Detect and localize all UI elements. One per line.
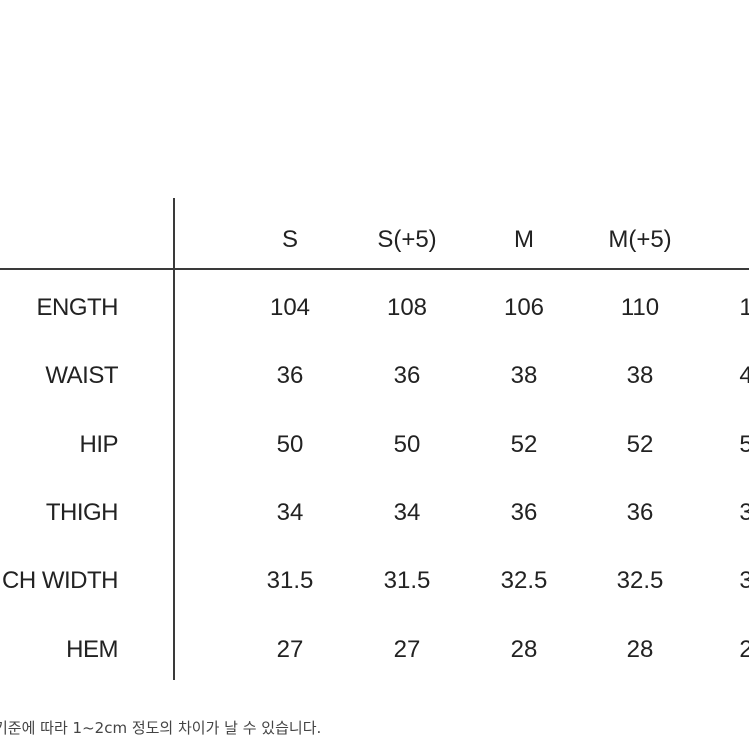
measurement-note: 기준에 따라 1~2cm 정도의 차이가 날 수 있습니다.	[0, 719, 322, 737]
table-cell: 5	[739, 431, 749, 458]
column-divider	[173, 198, 175, 680]
table-cell: 106	[503, 294, 545, 321]
row-label-crotch-width: CH WIDTH	[2, 567, 118, 594]
table-cell: 110	[620, 294, 660, 321]
table-cell: 4	[739, 362, 749, 389]
row-label-hem: HEM	[66, 636, 118, 663]
table-cell: 32.5	[500, 567, 548, 594]
column-header-m-plus5: M(+5)	[608, 226, 672, 253]
table-cell: 38	[626, 362, 654, 389]
table-cell: 31.5	[383, 567, 431, 594]
table-cell: 36	[626, 499, 654, 526]
table-cell: 52	[510, 431, 538, 458]
table-cell: 104	[269, 294, 311, 321]
table-cell: 28	[510, 636, 538, 663]
header-divider	[0, 268, 749, 270]
table-cell: 28	[626, 636, 654, 663]
table-cell: 27	[393, 636, 421, 663]
table-cell: 52	[626, 431, 654, 458]
row-label-length: ENGTH	[36, 294, 119, 321]
row-label-hip: HIP	[79, 431, 118, 458]
table-cell: 50	[393, 431, 421, 458]
table-cell: 1	[739, 294, 749, 321]
table-cell: 3	[739, 499, 749, 526]
column-header-s-plus5: S(+5)	[377, 226, 437, 253]
table-cell: 36	[393, 362, 421, 389]
column-header-m: M	[514, 226, 534, 253]
table-cell: 36	[276, 362, 304, 389]
table-cell: 34	[276, 499, 304, 526]
column-header-s: S	[281, 226, 299, 253]
table-cell: 34	[393, 499, 421, 526]
table-cell: 31.5	[266, 567, 314, 594]
table-cell: 27	[276, 636, 304, 663]
table-cell: 50	[276, 431, 304, 458]
table-cell: 32.5	[616, 567, 664, 594]
table-cell: 36	[510, 499, 538, 526]
table-cell: 108	[386, 294, 428, 321]
row-label-waist: WAIST	[45, 362, 118, 389]
table-cell: 2	[739, 636, 749, 663]
row-label-thigh: THIGH	[45, 499, 119, 526]
table-cell: 3	[739, 567, 749, 594]
table-cell: 38	[510, 362, 538, 389]
